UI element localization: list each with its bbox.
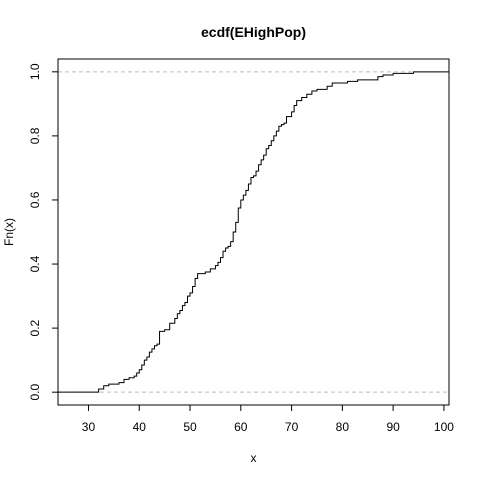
y-tick-label: 0.4 <box>28 255 42 272</box>
y-tick-label: 0.2 <box>28 319 42 336</box>
x-axis-label: x <box>251 451 257 465</box>
ecdf-series <box>58 71 449 393</box>
y-tick-label: 1.0 <box>28 63 42 80</box>
y-tick-label: 0.0 <box>28 384 42 401</box>
x-tick-label: 100 <box>434 420 454 434</box>
chart-title: ecdf(EHighPop) <box>201 24 306 40</box>
x-tick-label: 80 <box>336 420 350 434</box>
x-tick-label: 50 <box>183 420 197 434</box>
x-axis: 30 40 50 60 70 80 90 100 <box>82 405 454 434</box>
x-tick-label: 70 <box>285 420 299 434</box>
x-tick-label: 60 <box>234 420 248 434</box>
y-axis: 0.0 0.2 0.4 0.6 0.8 1.0 <box>28 63 58 401</box>
reference-lines <box>58 71 449 393</box>
y-tick-label: 0.6 <box>28 191 42 208</box>
x-tick-label: 30 <box>82 420 96 434</box>
x-tick-label: 90 <box>386 420 400 434</box>
ecdf-step-line <box>58 71 449 393</box>
x-tick-label: 40 <box>133 420 147 434</box>
y-axis-label: Fn(x) <box>2 218 16 246</box>
y-tick-label: 0.8 <box>28 127 42 144</box>
plot-frame <box>57 58 450 406</box>
